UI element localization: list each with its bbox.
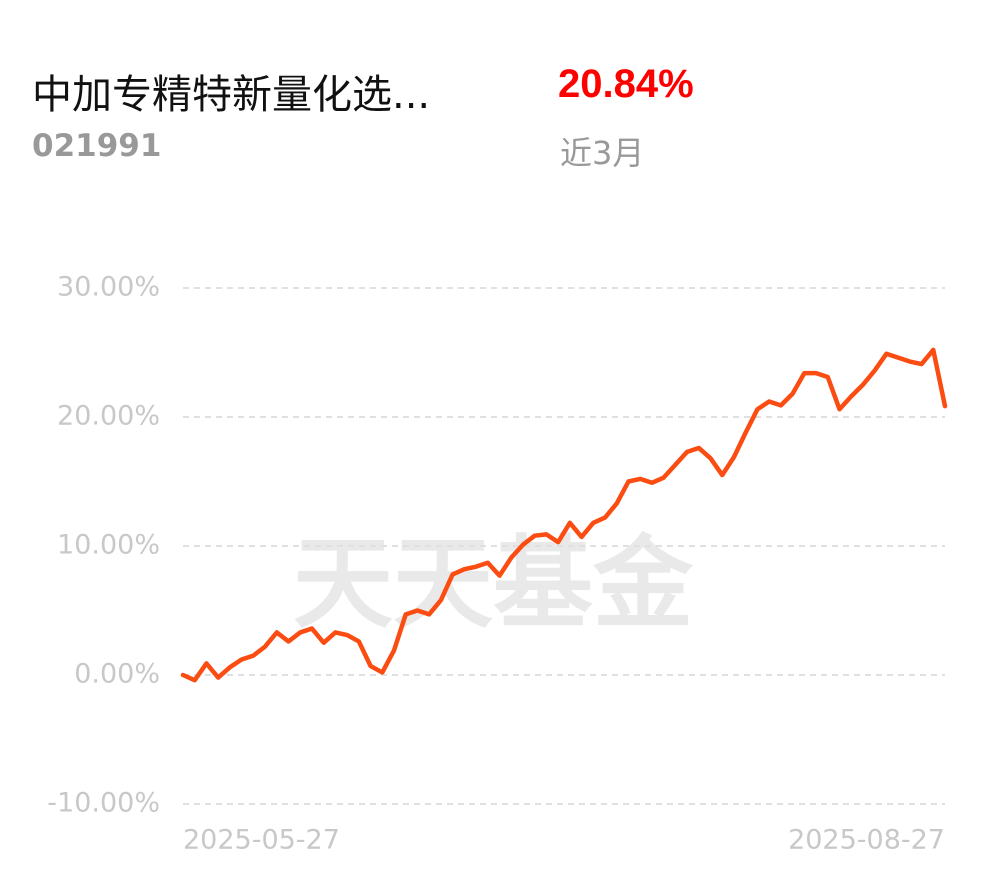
watermark: 天天基金 xyxy=(293,524,694,642)
x-tick-label: 2025-08-27 xyxy=(788,825,945,856)
fund-code: 021991 xyxy=(32,128,162,164)
fund-title: 中加专精特新量化选... xyxy=(32,72,431,118)
y-tick-label: 0.00% xyxy=(74,659,160,690)
period-label: 近3月 xyxy=(560,134,645,172)
y-tick-label: 20.00% xyxy=(57,401,160,432)
line xyxy=(180,347,948,683)
return-value: 20.84% xyxy=(558,62,694,106)
y-tick-label: 30.00% xyxy=(57,272,160,303)
x-tick-label: 2025-05-27 xyxy=(183,825,340,856)
y-tick-label: -10.00% xyxy=(47,788,160,819)
y-tick-label: 10.00% xyxy=(57,530,160,561)
